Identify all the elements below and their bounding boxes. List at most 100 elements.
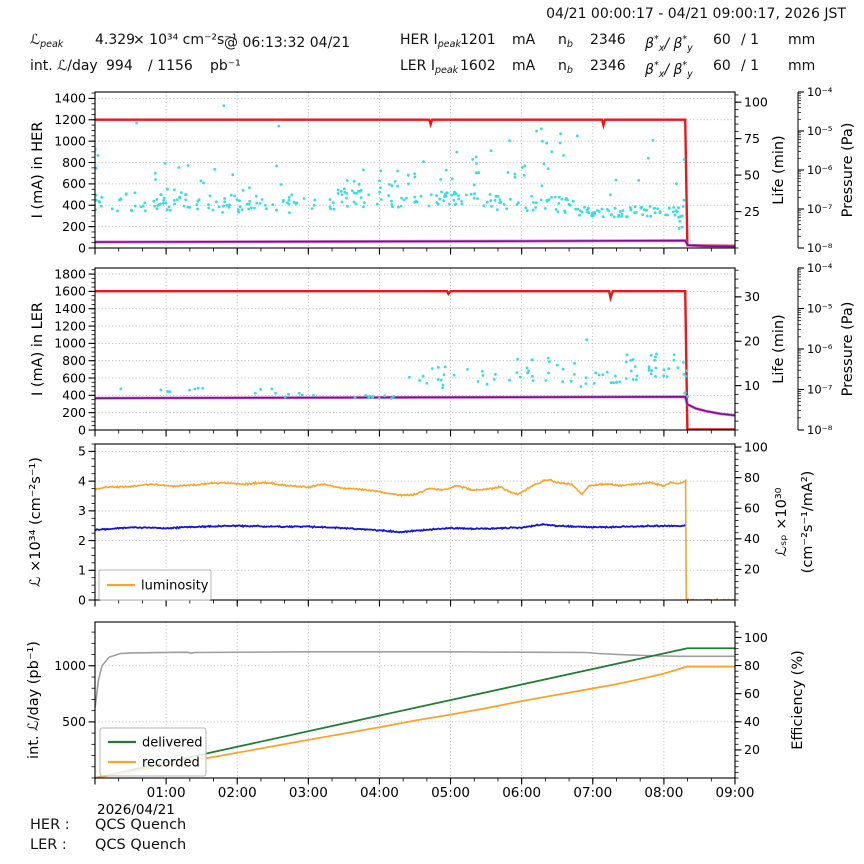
left-axis: 0 1 2 3 4 5 ℒ ×10³⁴ (cm⁻²s⁻¹) <box>28 443 95 607</box>
svg-text:Efficiency (%): Efficiency (%) <box>790 650 806 750</box>
svg-text:80: 80 <box>744 470 760 485</box>
svg-text:06:00: 06:00 <box>502 785 541 801</box>
svg-text:10: 10 <box>744 378 760 393</box>
svg-text:1200: 1200 <box>54 112 86 127</box>
right-axis: 20 40 60 80 100 Efficiency (%) <box>735 625 806 779</box>
right-axis: 20 40 60 80 100 ℒₛₚ ×10³⁰ (cm⁻²s⁻¹/mA²) <box>735 439 816 601</box>
svg-text:400: 400 <box>62 388 86 403</box>
svg-text:40: 40 <box>744 714 760 729</box>
intlum-unit: pb⁻¹ <box>210 58 241 74</box>
ler-ipeak-value: 1602 <box>460 58 496 74</box>
x-axis <box>94 430 736 437</box>
svg-text:Life (min): Life (min) <box>771 135 787 204</box>
svg-text:1000: 1000 <box>54 133 86 148</box>
right-axis: 10 20 30 Life (min) <box>735 269 787 431</box>
series-group <box>95 290 735 430</box>
ler-status-label: LER : <box>30 837 67 853</box>
ler-status-value: QCS Quench <box>95 837 187 853</box>
svg-text:40: 40 <box>744 531 760 546</box>
svg-text:0: 0 <box>78 240 86 255</box>
her-ipeak-unit: mA <box>512 32 536 48</box>
svg-text:10⁻⁸: 10⁻⁸ <box>807 241 833 255</box>
x-axis <box>94 248 736 255</box>
svg-text:04:00: 04:00 <box>360 785 399 801</box>
svg-text:02:00: 02:00 <box>218 785 257 801</box>
ler-beta-label: β*x/ β*y <box>645 60 693 80</box>
svg-text:600: 600 <box>62 176 86 191</box>
svg-text:800: 800 <box>62 353 86 368</box>
svg-text:200: 200 <box>62 219 86 234</box>
left-axis: 0 200 400 600 800 1000 1200 1400 1600 1800 I (mA) … <box>30 266 95 437</box>
ler-ipeak-label: LER Ipeak <box>400 58 459 76</box>
x-axis <box>94 600 736 607</box>
svg-text:(cm⁻²s⁻¹/mA²): (cm⁻²s⁻¹/mA²) <box>800 471 816 574</box>
svg-text:10⁻⁵: 10⁻⁵ <box>807 124 833 138</box>
svg-text:ℒₛₚ ×10³⁰: ℒₛₚ ×10³⁰ <box>774 487 790 556</box>
time-range: 04/21 00:00:17 - 04/21 09:00:17, 2026 JS… <box>546 6 846 22</box>
svg-text:1: 1 <box>78 563 86 578</box>
right-axis: 25 50 75 100 Life (min) <box>735 95 787 249</box>
svg-text:1400: 1400 <box>54 301 86 316</box>
series-ler-pressure <box>95 396 735 417</box>
intlum-label: int. ℒ/day <box>30 58 98 74</box>
svg-text:200: 200 <box>62 405 86 420</box>
her-beta-unit: mm <box>788 32 816 48</box>
svg-text:1000: 1000 <box>54 658 86 673</box>
ler-beta-value: 60 <box>713 58 731 74</box>
legend: luminosity <box>98 569 212 601</box>
plot-1: 0 200 400 600 800 1000 1200 1400 I (mA) in HER 25… <box>30 85 856 255</box>
gridlines <box>95 92 735 248</box>
lpeak-timestamp: @ 06:13:32 04/21 <box>224 35 351 51</box>
legend-label: luminosity <box>141 578 209 593</box>
svg-text:20: 20 <box>744 562 760 577</box>
svg-text:600: 600 <box>62 370 86 385</box>
intlum-value: 994 <box>106 58 133 74</box>
her-beta-value2: / 1 <box>741 32 760 48</box>
svg-text:30: 30 <box>744 289 760 304</box>
her-beta-value: 60 <box>713 32 731 48</box>
svg-text:20: 20 <box>744 742 760 757</box>
lpeak-unit: × 10³⁴ cm⁻²s⁻¹ <box>133 32 238 48</box>
her-nb-label: nb <box>558 32 573 50</box>
her-status-value: QCS Quench <box>95 817 187 833</box>
plot-frame <box>94 443 736 601</box>
plot-frame <box>94 621 736 779</box>
her-ipeak-value: 1201 <box>460 32 496 48</box>
x-axis: 01:00 02:00 03:00 04:00 05:00 06:00 07:00 08:00… <box>94 778 754 818</box>
svg-text:10⁻⁶: 10⁻⁶ <box>807 163 833 177</box>
svg-text:100: 100 <box>744 439 768 454</box>
lpeak-value: 4.329 <box>95 32 136 48</box>
series-her-pressure <box>95 239 735 248</box>
svg-text:10⁻⁷: 10⁻⁷ <box>807 383 833 397</box>
svg-text:400: 400 <box>62 198 86 213</box>
svg-text:1200: 1200 <box>54 318 86 333</box>
series-group <box>95 478 735 600</box>
svg-text:75: 75 <box>744 131 760 146</box>
series-her-current <box>95 118 735 248</box>
svg-text:Life (min): Life (min) <box>771 314 787 383</box>
svg-text:Pressure (Pa): Pressure (Pa) <box>840 302 856 397</box>
svg-text:int. ℒ/day (pb⁻¹): int. ℒ/day (pb⁻¹) <box>26 641 42 759</box>
scatter-her-lifetime <box>95 104 686 230</box>
svg-text:10⁻⁶: 10⁻⁶ <box>807 342 833 356</box>
svg-text:2: 2 <box>78 533 86 548</box>
svg-text:3: 3 <box>78 503 86 518</box>
her-ipeak-label: HER Ipeak <box>400 32 461 50</box>
svg-text:07:00: 07:00 <box>573 785 612 801</box>
svg-text:05:00: 05:00 <box>431 785 470 801</box>
series-group <box>95 104 735 248</box>
svg-text:50: 50 <box>744 167 760 182</box>
svg-text:800: 800 <box>62 155 86 170</box>
svg-text:4: 4 <box>78 473 86 488</box>
pressure-axis: 10⁻⁴ 10⁻⁵ 10⁻⁶ 10⁻⁷ 10⁻⁸ Pressure (Pa) <box>797 85 856 255</box>
svg-text:08:00: 08:00 <box>644 785 683 801</box>
legend-label: delivered <box>142 735 202 750</box>
left-axis: 0 200 400 600 800 1000 1200 1400 I (mA) in HER <box>30 91 95 255</box>
series-delivered <box>95 647 735 778</box>
plot-frame <box>94 91 736 249</box>
svg-text:I (mA) in LER: I (mA) in LER <box>30 302 46 396</box>
ler-nb-value: 2346 <box>590 58 626 74</box>
ler-beta-unit: mm <box>788 58 816 74</box>
